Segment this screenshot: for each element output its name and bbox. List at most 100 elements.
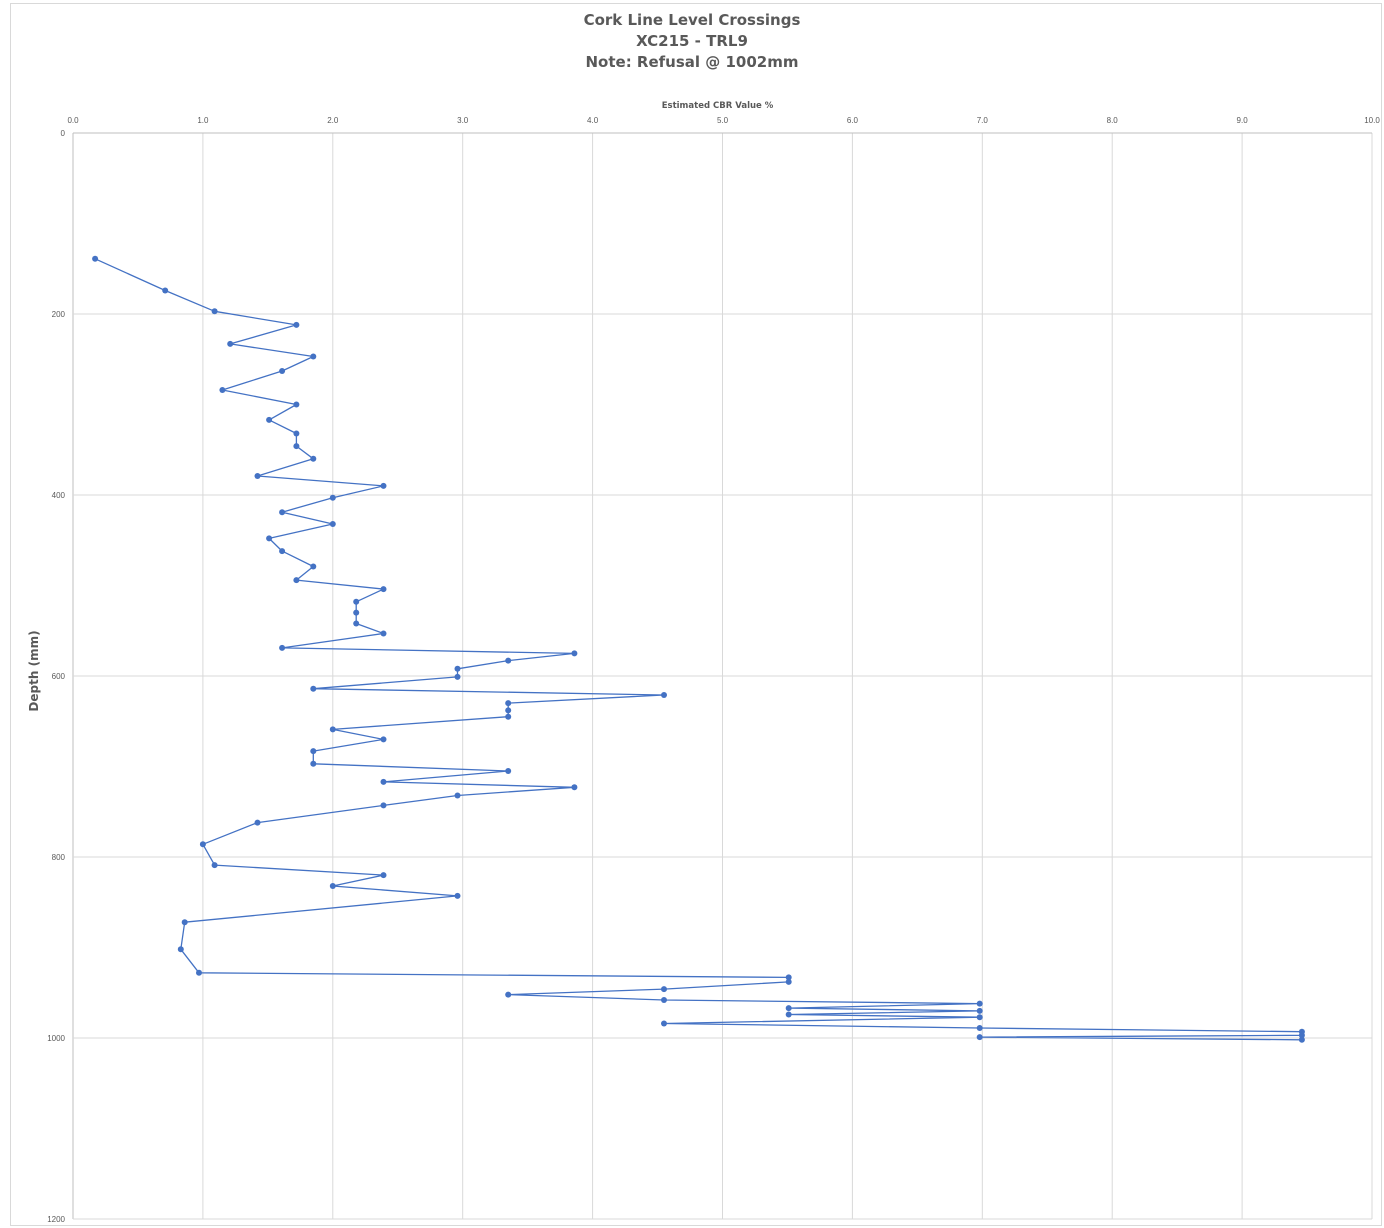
data-point xyxy=(785,974,792,981)
x-tick-label: 2.0 xyxy=(327,116,339,125)
data-series xyxy=(92,255,1305,1043)
data-point xyxy=(310,455,317,462)
tick-labels: 0.0 1.0 2.0 3.0 4.0 5.0 6.0 7.0 8.0 9.0 10.0 0 200 40… xyxy=(47,116,1380,1224)
gridlines xyxy=(72,132,1373,1220)
data-point xyxy=(785,978,792,985)
data-point xyxy=(329,521,336,527)
y-tick-label: 600 xyxy=(52,672,66,681)
x-axis-title: Estimated CBR Value % xyxy=(662,101,774,111)
data-point xyxy=(380,586,387,593)
data-point xyxy=(353,609,360,616)
y-tick-label: 1200 xyxy=(47,1215,65,1224)
data-point xyxy=(380,872,387,879)
data-point xyxy=(196,969,202,976)
data-point xyxy=(454,673,461,680)
x-tick-label: 10.0 xyxy=(1364,116,1380,125)
data-point xyxy=(976,1014,983,1021)
data-point xyxy=(266,416,273,423)
data-point xyxy=(279,509,286,516)
data-point xyxy=(293,430,300,437)
data-point xyxy=(571,650,578,657)
y-tick-label: 400 xyxy=(52,491,66,500)
data-point xyxy=(1298,1032,1305,1039)
data-point xyxy=(181,919,188,926)
data-point xyxy=(310,353,317,360)
data-point xyxy=(266,535,273,542)
data-point xyxy=(254,473,261,479)
data-point xyxy=(310,685,317,692)
data-point xyxy=(211,308,218,315)
x-tick-label: 1.0 xyxy=(197,116,209,125)
data-point xyxy=(505,991,512,998)
data-point xyxy=(329,726,336,733)
data-point xyxy=(293,321,300,328)
x-tick-label: 9.0 xyxy=(1237,116,1249,125)
data-point xyxy=(661,692,667,698)
chart-title-line-1: Cork Line Level Crossings xyxy=(583,11,801,29)
y-tick-label: 1000 xyxy=(47,1034,65,1043)
data-point xyxy=(505,768,512,774)
data-point xyxy=(380,482,387,489)
chart-title: Cork Line Level Crossings XC215 - TRL9 N… xyxy=(0,10,1384,73)
data-point xyxy=(380,778,387,785)
data-point xyxy=(310,760,317,767)
data-point xyxy=(162,287,169,294)
data-point xyxy=(454,892,461,899)
x-tick-label: 8.0 xyxy=(1107,116,1119,125)
y-tick-label: 800 xyxy=(52,853,66,862)
data-point xyxy=(505,707,512,714)
x-tick-label: 6.0 xyxy=(847,116,859,125)
data-point xyxy=(353,598,360,605)
data-point xyxy=(785,1005,792,1012)
x-tick-label: 5.0 xyxy=(717,116,729,125)
data-point xyxy=(380,630,387,637)
data-point xyxy=(310,563,317,570)
data-point xyxy=(329,883,336,889)
data-point xyxy=(329,494,336,501)
data-point xyxy=(227,340,234,347)
data-point xyxy=(279,368,286,374)
x-tick-label: 3.0 xyxy=(457,116,469,125)
data-point xyxy=(571,784,578,791)
data-point xyxy=(1298,1036,1305,1043)
data-point xyxy=(293,577,300,584)
data-point xyxy=(177,946,184,953)
data-point xyxy=(976,1000,983,1007)
data-point xyxy=(505,700,512,707)
data-point xyxy=(279,644,286,651)
data-point xyxy=(661,986,667,993)
x-tick-label: 4.0 xyxy=(587,116,599,125)
data-point xyxy=(199,841,206,848)
y-tick-label: 0 xyxy=(61,129,66,138)
data-point xyxy=(254,819,261,826)
data-point xyxy=(454,665,461,672)
series-line xyxy=(94,258,1303,1041)
chart-area xyxy=(10,3,1382,1226)
data-point xyxy=(976,1034,983,1041)
y-axis-title: Depth (mm) xyxy=(27,630,41,711)
data-point xyxy=(505,713,512,720)
data-point xyxy=(976,1007,983,1014)
data-point xyxy=(454,792,461,799)
x-tick-label: 0.0 xyxy=(67,116,79,125)
data-point xyxy=(380,802,387,809)
data-point xyxy=(505,657,512,664)
data-point xyxy=(211,862,218,869)
data-point xyxy=(661,1020,667,1027)
data-point xyxy=(293,443,300,450)
data-point xyxy=(661,997,667,1003)
data-point xyxy=(380,736,387,743)
data-point xyxy=(279,548,286,555)
data-point xyxy=(92,255,99,262)
data-point xyxy=(293,401,300,408)
x-tick-label: 7.0 xyxy=(977,116,989,125)
data-point xyxy=(310,748,317,755)
data-point xyxy=(976,1025,983,1031)
data-point xyxy=(219,387,226,393)
data-point xyxy=(785,1011,792,1018)
y-tick-label: 200 xyxy=(52,310,66,319)
data-point xyxy=(353,620,360,627)
chart-title-line-2: XC215 - TRL9 xyxy=(636,32,748,50)
chart-title-line-3: Note: Refusal @ 1002mm xyxy=(585,53,799,71)
